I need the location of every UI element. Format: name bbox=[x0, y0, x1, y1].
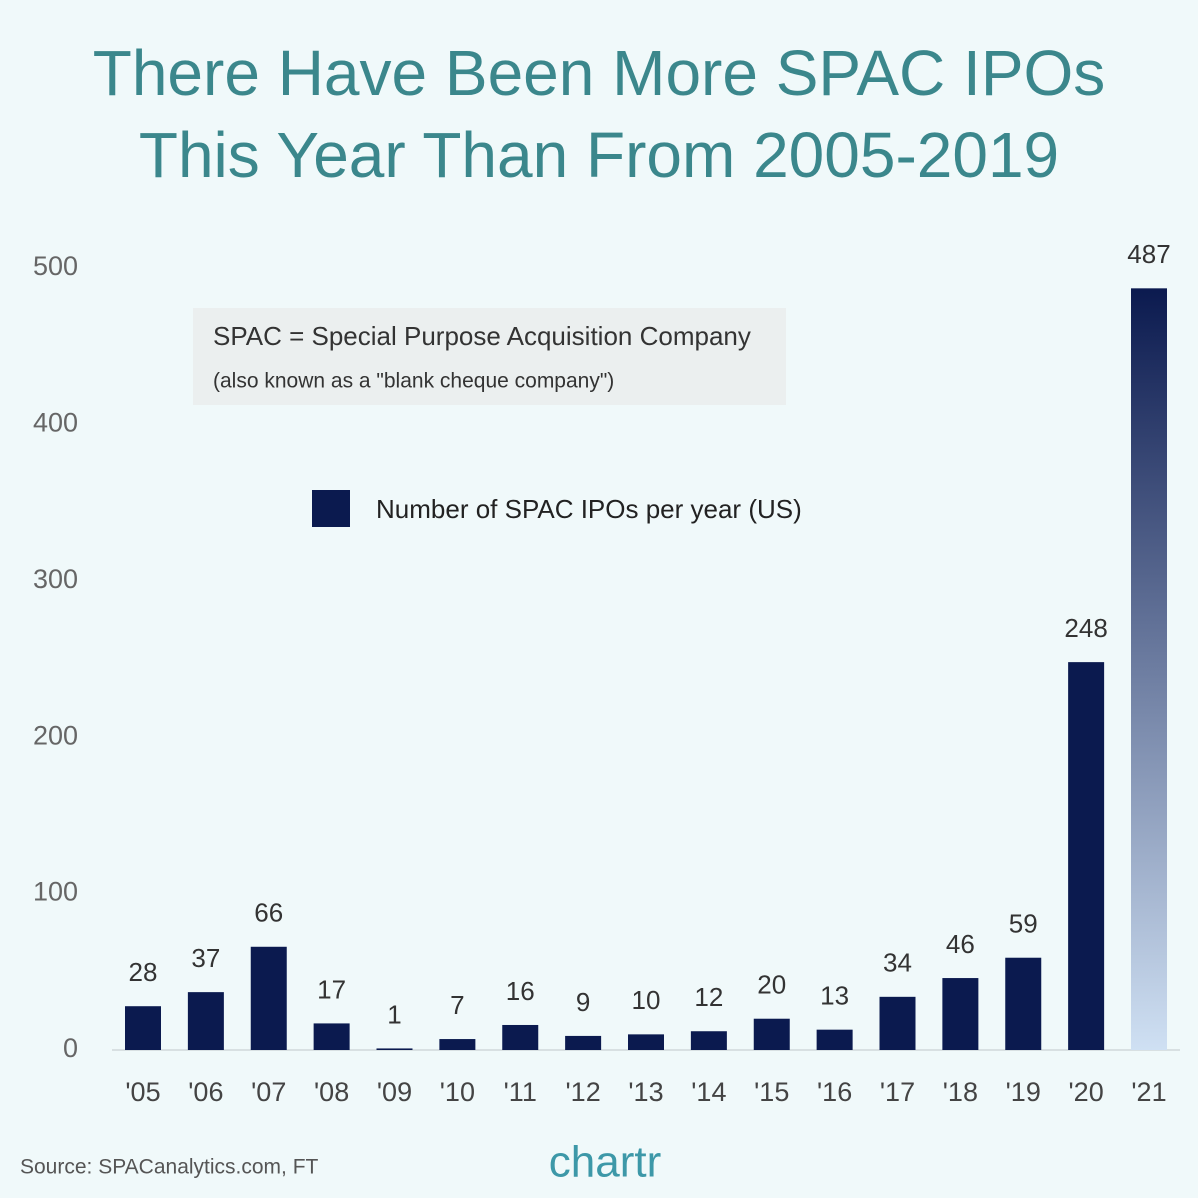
value-label: 9 bbox=[576, 987, 590, 1017]
value-label: 20 bbox=[757, 970, 786, 1000]
value-label: 13 bbox=[820, 981, 849, 1011]
bar bbox=[502, 1024, 539, 1050]
value-label: 28 bbox=[129, 957, 158, 987]
y-tick-label: 400 bbox=[33, 408, 78, 438]
value-label: 10 bbox=[632, 985, 661, 1015]
x-tick-label: '07 bbox=[251, 1077, 286, 1107]
bar bbox=[376, 1048, 413, 1050]
x-tick-label: '09 bbox=[377, 1077, 412, 1107]
y-tick-label: 200 bbox=[33, 720, 78, 750]
x-tick-label: '13 bbox=[628, 1077, 663, 1107]
x-tick-label: '05 bbox=[125, 1077, 160, 1107]
legend-label: Number of SPAC IPOs per year (US) bbox=[376, 494, 802, 524]
bar bbox=[1131, 288, 1167, 1050]
x-tick-label: '16 bbox=[817, 1077, 852, 1107]
value-label: 46 bbox=[946, 929, 975, 959]
bar bbox=[1068, 662, 1105, 1050]
value-label: 7 bbox=[450, 990, 464, 1020]
bar bbox=[125, 1006, 161, 1050]
value-label: 37 bbox=[191, 943, 220, 973]
bar bbox=[942, 978, 979, 1050]
x-tick-label: '06 bbox=[188, 1077, 223, 1107]
bar bbox=[816, 1029, 853, 1050]
x-tick-label: '14 bbox=[691, 1077, 726, 1107]
bar bbox=[250, 946, 287, 1050]
x-tick-label: '21 bbox=[1131, 1077, 1166, 1107]
value-label: 59 bbox=[1009, 909, 1038, 939]
x-tick-label: '15 bbox=[754, 1077, 789, 1107]
x-tick-label: '20 bbox=[1069, 1077, 1104, 1107]
bar bbox=[690, 1031, 727, 1050]
bar bbox=[753, 1018, 790, 1050]
chart-title: This Year Than From 2005-2019 bbox=[139, 119, 1059, 191]
y-tick-label: 500 bbox=[33, 251, 78, 281]
value-label: 1 bbox=[387, 999, 401, 1029]
bar bbox=[313, 1023, 350, 1050]
value-label: 66 bbox=[254, 898, 283, 928]
annotation: SPAC = Special Purpose Acquisition Compa… bbox=[213, 321, 751, 351]
x-tick-label: '17 bbox=[880, 1077, 915, 1107]
value-label: 248 bbox=[1064, 613, 1107, 643]
value-label: 34 bbox=[883, 948, 912, 978]
source: Source: SPACanalytics.com, FT bbox=[20, 1156, 319, 1179]
bar bbox=[1005, 957, 1042, 1050]
x-tick-label: '08 bbox=[314, 1077, 349, 1107]
value-label: 17 bbox=[317, 974, 346, 1004]
y-tick-label: 0 bbox=[63, 1033, 78, 1063]
annotation-box bbox=[193, 308, 786, 405]
value-label: 487 bbox=[1127, 239, 1170, 269]
value-label: 12 bbox=[694, 982, 723, 1012]
chart-title: There Have Been More SPAC IPOs bbox=[93, 37, 1106, 109]
x-tick-label: '18 bbox=[943, 1077, 978, 1107]
bar bbox=[565, 1035, 602, 1050]
bar bbox=[879, 996, 916, 1050]
brand: chartr bbox=[549, 1138, 661, 1187]
annotation-note: (also known as a "blank cheque company") bbox=[213, 370, 614, 393]
x-tick-label: '19 bbox=[1006, 1077, 1041, 1107]
y-tick-label: 300 bbox=[33, 564, 78, 594]
bar bbox=[628, 1034, 664, 1050]
y-tick-label: 100 bbox=[33, 877, 78, 907]
bar bbox=[187, 992, 224, 1050]
value-label: 16 bbox=[506, 976, 535, 1006]
x-tick-label: '12 bbox=[566, 1077, 601, 1107]
x-tick-label: '11 bbox=[504, 1077, 537, 1107]
legend-swatch bbox=[312, 490, 350, 527]
x-tick-label: '10 bbox=[440, 1077, 475, 1107]
bar bbox=[439, 1039, 476, 1050]
